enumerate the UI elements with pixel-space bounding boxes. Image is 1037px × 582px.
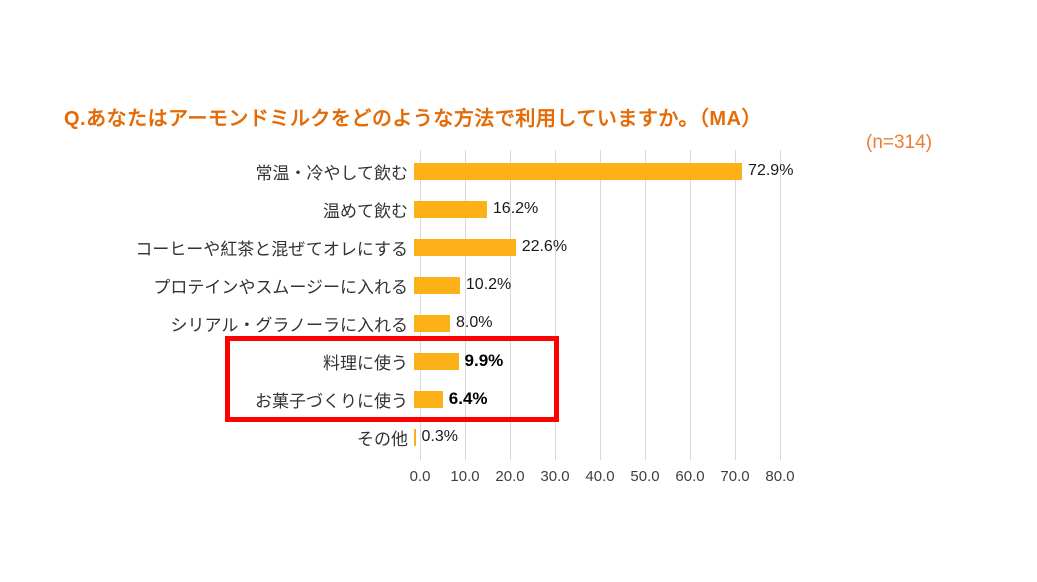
x-tick-label: 20.0	[495, 468, 525, 485]
value-label: 0.3%	[421, 428, 458, 445]
x-tick-label: 0.0	[409, 468, 431, 485]
gridline	[510, 150, 511, 460]
bar-area: 22.6%	[414, 228, 567, 266]
category-label: コーヒーや紅茶と混ぜてオレにする	[135, 239, 408, 259]
bar-area: 6.4%	[414, 380, 488, 418]
bar	[414, 200, 487, 218]
bar-area: 10.2%	[414, 266, 511, 304]
gridline	[690, 150, 691, 460]
gridline	[600, 150, 601, 460]
gridline	[465, 150, 466, 460]
x-tick-label: 60.0	[675, 468, 705, 485]
bar	[414, 428, 416, 446]
category-label: 温めて飲む	[323, 201, 408, 221]
x-tick-label: 70.0	[720, 468, 750, 485]
value-label: 8.0%	[456, 314, 493, 331]
category-label: お菓子づくりに使う	[255, 391, 408, 411]
category-label: その他	[357, 429, 408, 449]
bar	[414, 390, 443, 408]
chart-row: お菓子づくりに使う 6.4%	[0, 380, 1037, 418]
bar	[414, 352, 459, 370]
gridline	[780, 150, 781, 460]
bar	[414, 238, 516, 256]
gridline	[645, 150, 646, 460]
bar-area: 72.9%	[414, 152, 793, 190]
value-label: 9.9%	[464, 351, 504, 370]
value-label: 10.2%	[465, 276, 512, 293]
chart-title: Q.あなたはアーモンドミルクをどのような方法で利用していますか。（MA）	[64, 108, 763, 130]
chart-row: プロテインやスムージーに入れる 10.2%	[0, 266, 1037, 304]
chart-row: シリアル・グラノーラに入れる 8.0%	[0, 304, 1037, 342]
x-tick-label: 40.0	[585, 468, 615, 485]
x-tick-label: 50.0	[630, 468, 660, 485]
category-label: 料理に使う	[323, 353, 408, 373]
value-label: 16.2%	[492, 200, 539, 217]
sample-size-label: (n=314)	[866, 132, 933, 153]
gridline	[735, 150, 736, 460]
x-tick-label: 30.0	[540, 468, 570, 485]
bar	[414, 314, 450, 332]
gridline	[555, 150, 556, 460]
category-label: 常温・冷やして飲む	[255, 163, 409, 183]
plot-area	[420, 150, 782, 460]
chart-row: その他 0.3%	[0, 418, 1037, 456]
bar-area: 8.0%	[414, 304, 492, 342]
category-label: プロテインやスムージーに入れる	[153, 277, 408, 297]
bar	[414, 276, 460, 294]
bar-area: 16.2%	[414, 190, 538, 228]
value-label: 72.9%	[748, 162, 794, 179]
x-tick-label: 80.0	[765, 468, 795, 485]
chart-row: コーヒーや紅茶と混ぜてオレにする 22.6%	[0, 228, 1037, 266]
bar-area: 0.3%	[414, 418, 458, 456]
chart-row: 温めて飲む 16.2%	[0, 190, 1037, 228]
category-label: シリアル・グラノーラに入れる	[170, 315, 409, 335]
chart-row: 常温・冷やして飲む 72.9%	[0, 152, 1037, 190]
chart-rows: 常温・冷やして飲む 72.9% 温めて飲む 16.2% コーヒーや紅茶と混ぜてオレにする…	[0, 152, 1037, 456]
bar-area: 9.9%	[414, 342, 503, 380]
chart-row: 料理に使う 9.9%	[0, 342, 1037, 380]
x-axis-ticks: 0.0 10.0 20.0 30.0 40.0 50.0 60.0 70.0 80.0	[410, 468, 795, 488]
gridline	[420, 150, 421, 460]
x-tick-label: 10.0	[450, 468, 480, 485]
value-label: 22.6%	[521, 238, 568, 255]
value-label: 6.4%	[448, 389, 488, 408]
bar	[414, 162, 743, 180]
